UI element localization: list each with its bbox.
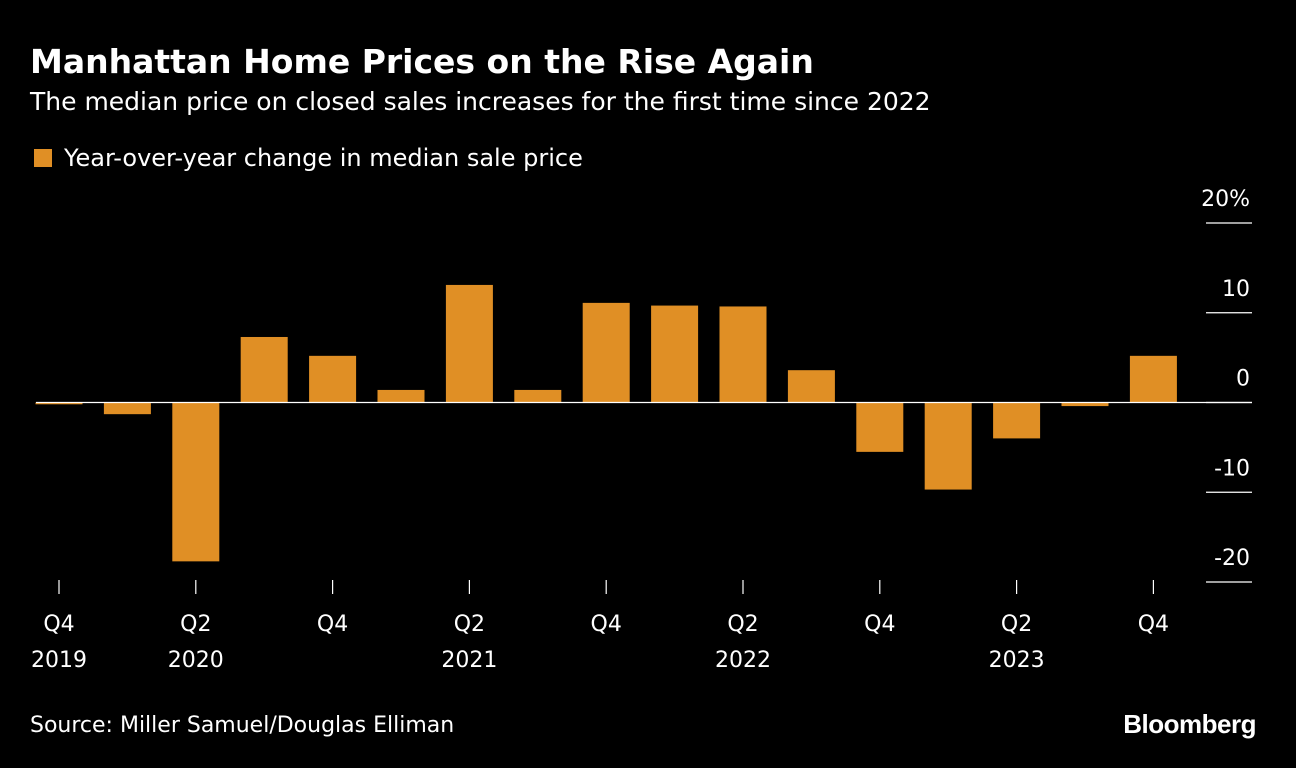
x-tick-year-label: 2021 — [441, 648, 497, 673]
bar — [719, 306, 767, 403]
bar — [582, 302, 630, 403]
x-tick-label: Q2 — [454, 612, 485, 637]
bar — [240, 336, 288, 403]
bar — [514, 389, 562, 403]
x-tick-label: Q2 — [1001, 612, 1032, 637]
chart-subtitle: The median price on closed sales increas… — [30, 87, 931, 116]
chart-title: Manhattan Home Prices on the Rise Again — [30, 42, 814, 81]
x-tick-label: Q4 — [1138, 612, 1169, 637]
bar — [1061, 402, 1109, 407]
bar — [1129, 355, 1177, 403]
bar — [445, 284, 493, 403]
bar — [651, 305, 699, 403]
x-tick-year-label: 2022 — [715, 648, 771, 673]
bar — [103, 402, 151, 415]
source-note: Source: Miller Samuel/Douglas Elliman — [30, 713, 455, 738]
y-tick-label: 0 — [1236, 367, 1250, 392]
x-tick-year-label: 2023 — [989, 648, 1045, 673]
x-tick-label: Q2 — [727, 612, 758, 637]
bar — [309, 355, 357, 403]
x-tick-label: Q4 — [864, 612, 895, 637]
x-tick-label: Q4 — [317, 612, 348, 637]
x-tick-label: Q4 — [43, 612, 74, 637]
x-tick-year-label: 2020 — [168, 648, 224, 673]
y-tick-label: -20 — [1214, 546, 1250, 571]
bar — [35, 402, 83, 405]
legend-label: Year-over-year change in median sale pri… — [64, 144, 583, 172]
legend-swatch — [34, 149, 52, 167]
x-tick-year-label: 2019 — [31, 648, 87, 673]
x-tick-label: Q2 — [180, 612, 211, 637]
bar — [787, 370, 835, 403]
bar — [856, 402, 904, 452]
y-tick-label: -10 — [1214, 456, 1250, 481]
bloomberg-logo: Bloomberg — [1123, 709, 1256, 739]
x-tick-label: Q4 — [591, 612, 622, 637]
bar — [172, 402, 220, 562]
bar — [924, 402, 972, 490]
bar — [377, 389, 425, 403]
y-tick-label: 10 — [1222, 277, 1250, 302]
bar — [993, 402, 1041, 439]
legend: Year-over-year change in median sale pri… — [34, 141, 583, 175]
y-tick-label: 20% — [1201, 187, 1250, 212]
